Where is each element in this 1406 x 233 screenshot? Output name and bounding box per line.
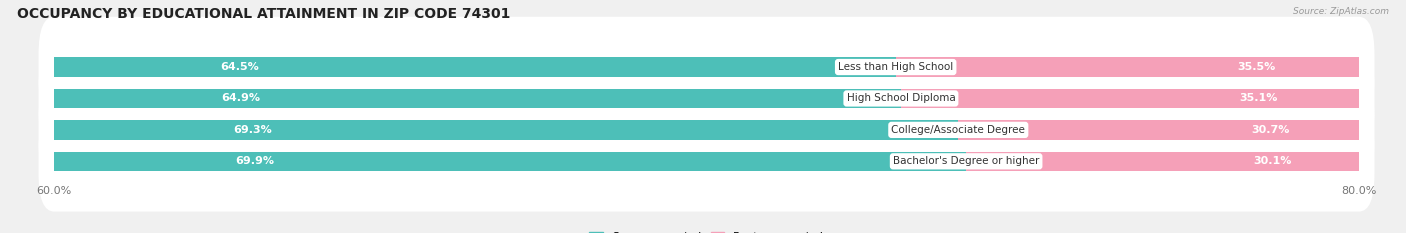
Text: 64.9%: 64.9%	[221, 93, 260, 103]
Text: 30.1%: 30.1%	[1253, 156, 1292, 166]
FancyBboxPatch shape	[38, 48, 1375, 149]
Text: 30.7%: 30.7%	[1251, 125, 1289, 135]
Bar	[896, 57, 1358, 77]
Text: 69.3%: 69.3%	[233, 125, 273, 135]
Text: High School Diploma: High School Diploma	[846, 93, 955, 103]
Text: 64.5%: 64.5%	[219, 62, 259, 72]
Text: College/Associate Degree: College/Associate Degree	[891, 125, 1025, 135]
Text: Less than High School: Less than High School	[838, 62, 953, 72]
FancyBboxPatch shape	[38, 111, 1375, 212]
FancyBboxPatch shape	[38, 80, 1375, 180]
Bar	[959, 120, 1358, 140]
Text: Bachelor's Degree or higher: Bachelor's Degree or higher	[893, 156, 1039, 166]
Text: OCCUPANCY BY EDUCATIONAL ATTAINMENT IN ZIP CODE 74301: OCCUPANCY BY EDUCATIONAL ATTAINMENT IN Z…	[17, 7, 510, 21]
Text: Source: ZipAtlas.com: Source: ZipAtlas.com	[1294, 7, 1389, 16]
Text: 35.1%: 35.1%	[1239, 93, 1277, 103]
Text: 35.5%: 35.5%	[1237, 62, 1277, 72]
Bar	[901, 89, 1358, 108]
Bar	[55, 152, 966, 171]
Bar	[55, 120, 959, 140]
Bar	[55, 57, 896, 77]
Text: 69.9%: 69.9%	[235, 156, 274, 166]
Legend: Owner-occupied, Renter-occupied: Owner-occupied, Renter-occupied	[585, 227, 828, 233]
FancyBboxPatch shape	[38, 17, 1375, 117]
Bar	[55, 89, 901, 108]
Bar	[966, 152, 1358, 171]
